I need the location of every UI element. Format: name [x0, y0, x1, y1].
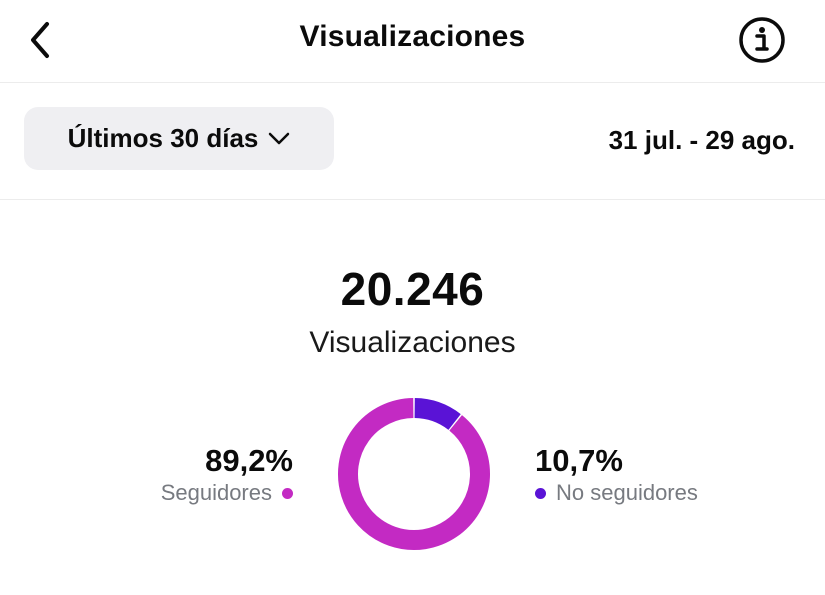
date-range-text: 31 jul. - 29 ago. — [608, 125, 795, 155]
chevron-left-icon — [31, 22, 49, 58]
followers-legend: Seguidores — [161, 478, 293, 508]
non-followers-percent: 10,7% — [535, 443, 623, 478]
followers-legend-dot — [282, 487, 293, 499]
back-button[interactable] — [14, 14, 66, 66]
donut-slice-no-seguidores — [414, 398, 461, 431]
top-bar: Visualizaciones — [0, 0, 825, 83]
non-followers-label: No seguidores — [556, 480, 698, 505]
views-donut-chart — [338, 398, 490, 550]
date-range-dropdown[interactable]: Últimos 30 días — [24, 107, 334, 170]
followers-percent: 89,2% — [205, 443, 293, 478]
followers-stat: 89,2% Seguidores — [161, 444, 293, 508]
total-views-label: Visualizaciones — [309, 326, 516, 359]
page-title: Visualizaciones — [299, 20, 526, 53]
chevron-down-icon — [269, 132, 290, 144]
non-followers-legend: No seguidores — [535, 478, 698, 508]
info-circle-icon — [739, 17, 785, 63]
info-button[interactable] — [734, 14, 790, 66]
filter-row: Últimos 30 días 31 jul. - 29 ago. — [0, 83, 825, 200]
non-followers-legend-dot — [535, 487, 546, 499]
donut-slice-seguidores — [338, 398, 490, 550]
date-range-dropdown-label: Últimos 30 días — [67, 123, 259, 153]
followers-label: Seguidores — [160, 480, 272, 505]
non-followers-stat: 10,7% No seguidores — [535, 444, 698, 508]
total-views-value: 20.246 — [340, 263, 485, 315]
